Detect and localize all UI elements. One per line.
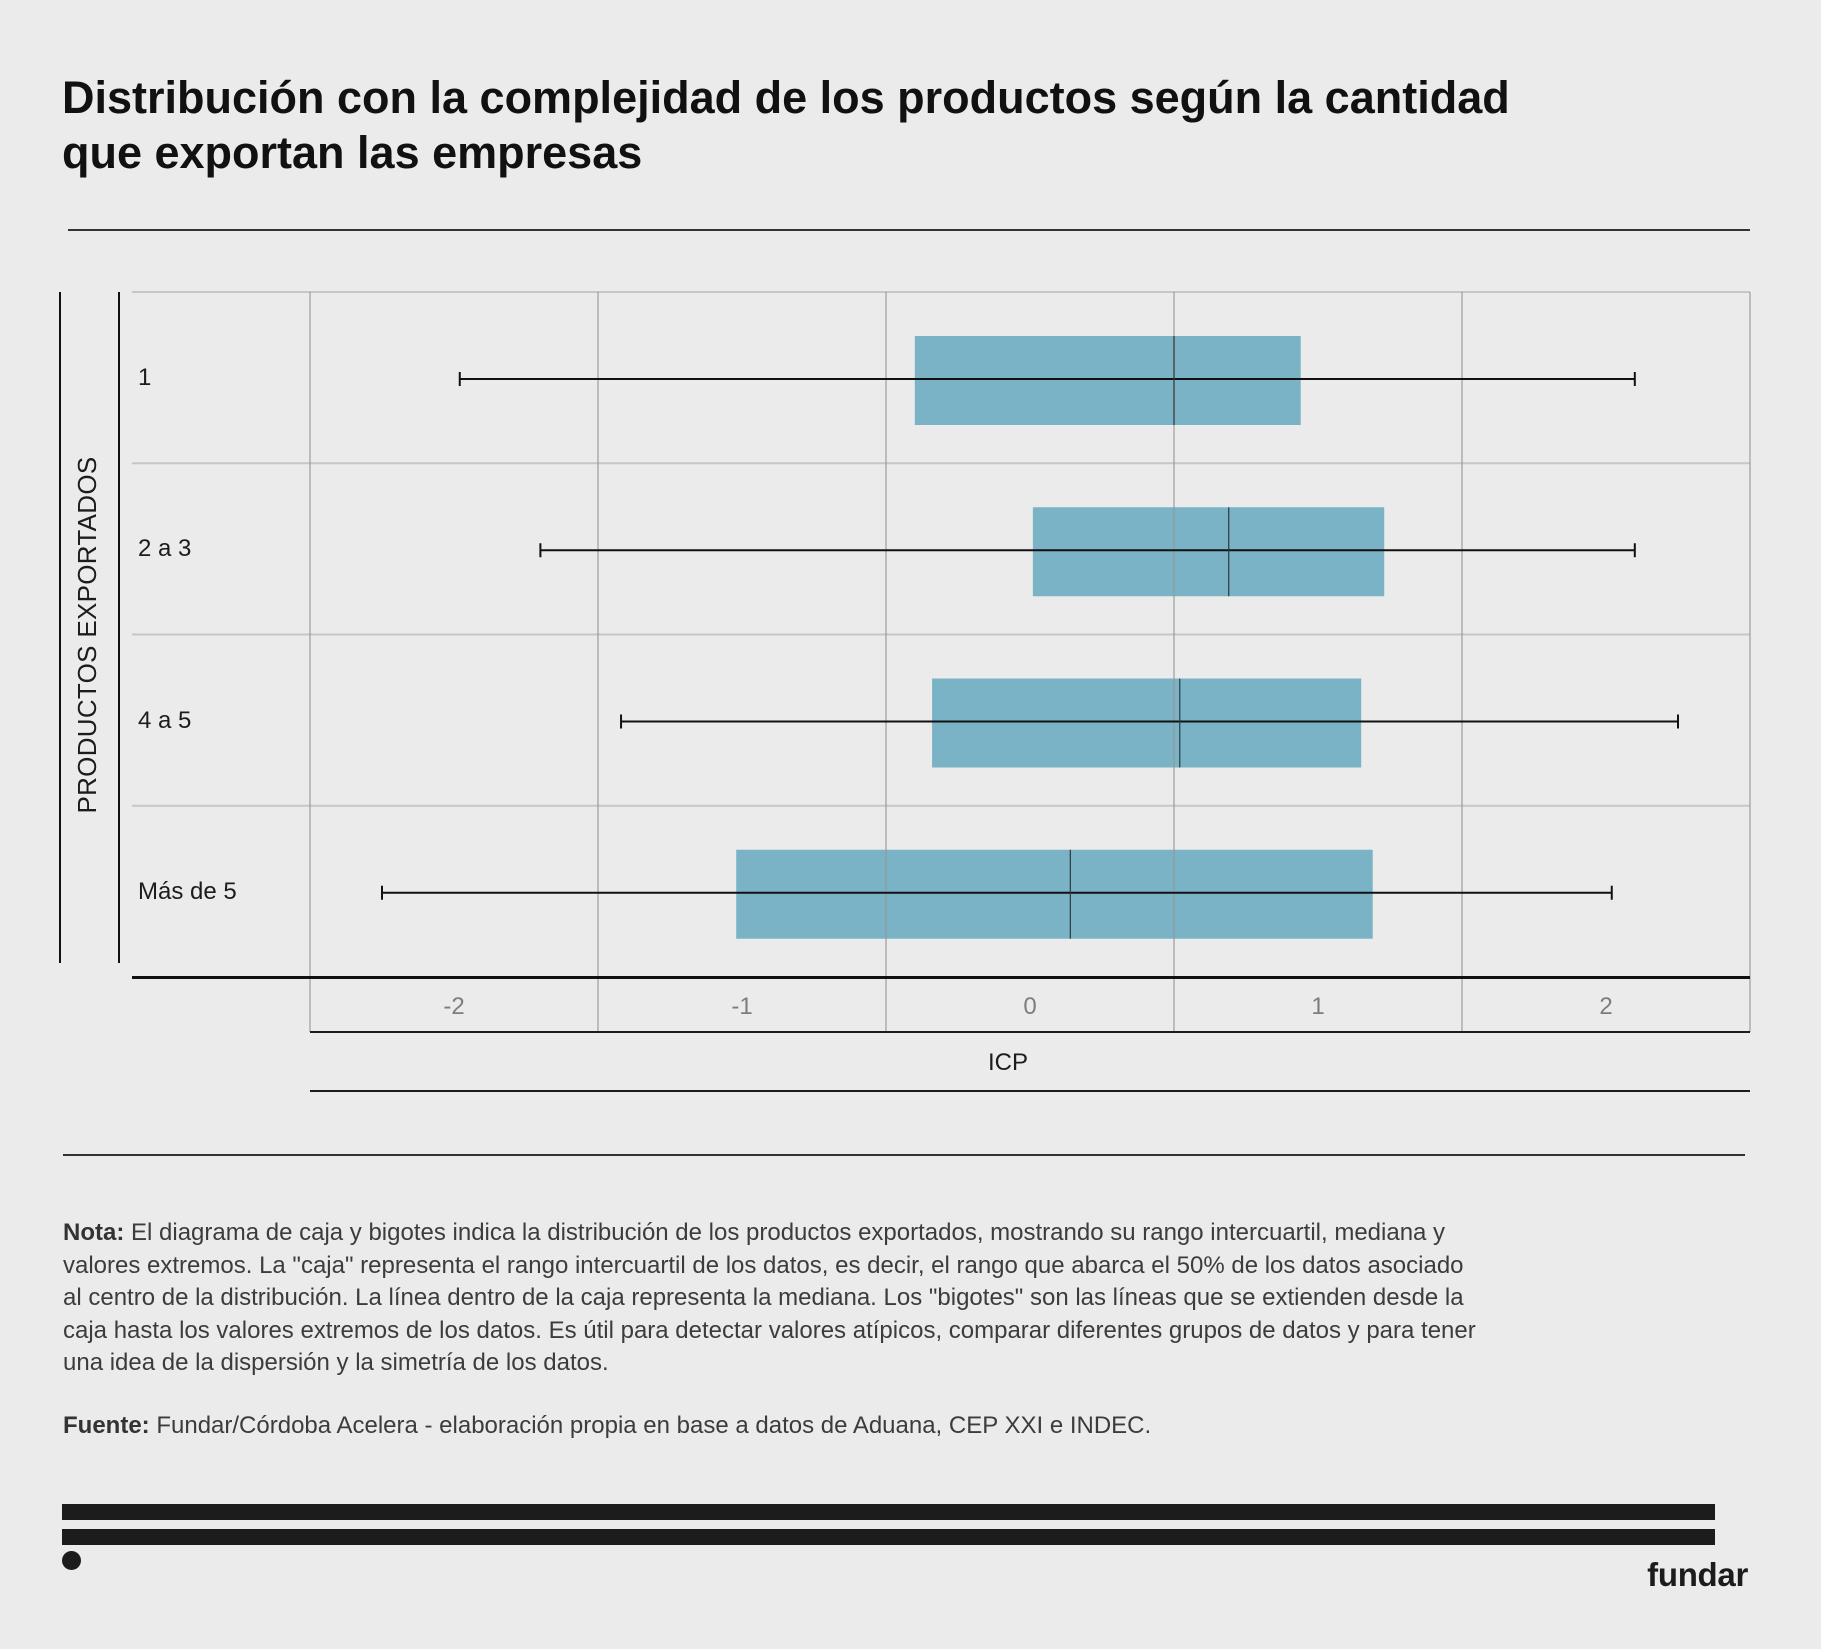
x-tick-label: -2 bbox=[443, 993, 465, 1020]
chart-title: Distribución con la complejidad de los p… bbox=[62, 70, 1510, 180]
iqr-box bbox=[1032, 507, 1385, 597]
y-axis-inner-line bbox=[118, 292, 120, 963]
note-line-2: valores extremos. La "caja" representa e… bbox=[63, 1251, 1464, 1279]
footer-bar-bottom bbox=[62, 1529, 1715, 1545]
y-axis-outer-line bbox=[59, 292, 61, 963]
category-label: 4 a 5 bbox=[138, 706, 192, 734]
note-line-4: caja hasta los valores extremos de los d… bbox=[63, 1316, 1476, 1344]
x-title-underline bbox=[310, 1090, 1750, 1092]
chart-title-line-2: que exportan las empresas bbox=[62, 127, 643, 178]
x-axis-title: ICP bbox=[987, 1049, 1028, 1076]
x-axis-line bbox=[132, 976, 1750, 979]
category-label: Más de 5 bbox=[138, 877, 237, 905]
x-tick-label: 0 bbox=[1023, 993, 1037, 1020]
category-label: 1 bbox=[138, 364, 152, 391]
title-divider bbox=[68, 229, 1750, 231]
y-axis-title: PRODUCTOS EXPORTADOS bbox=[72, 456, 102, 814]
chart-bottom-divider bbox=[63, 1154, 1745, 1156]
note-text: El diagrama de caja y bigotes indica la … bbox=[131, 1219, 1446, 1246]
fundar-logo: fundar bbox=[1647, 1556, 1748, 1593]
note-line-1: Nota: El diagrama de caja y bigotes indi… bbox=[63, 1217, 1476, 1250]
chart-note: Nota: El diagrama de caja y bigotes indi… bbox=[63, 1217, 1476, 1380]
note-line-5: una idea de la dispersión y la simetría … bbox=[63, 1349, 609, 1376]
footer-dot-icon bbox=[62, 1551, 81, 1570]
note-label: Nota: bbox=[63, 1219, 125, 1246]
footer-bar-top bbox=[62, 1504, 1715, 1520]
iqr-box bbox=[914, 336, 1301, 425]
x-tick-label: 2 bbox=[1599, 993, 1613, 1020]
x-tick-label: -1 bbox=[731, 993, 753, 1020]
chart-source: Fuente: Fundar/Córdoba Acelera - elabora… bbox=[63, 1410, 1151, 1443]
x-tick-baseline bbox=[310, 1031, 1750, 1033]
iqr-box bbox=[736, 849, 1373, 939]
chart-title-line-1: Distribución con la complejidad de los p… bbox=[62, 72, 1510, 123]
category-label: 2 a 3 bbox=[138, 535, 192, 563]
iqr-box bbox=[932, 678, 1362, 768]
source-label: Fuente: bbox=[63, 1412, 150, 1439]
source-text: Fundar/Córdoba Acelera - elaboración pro… bbox=[156, 1412, 1152, 1439]
x-tick-label: 1 bbox=[1311, 993, 1325, 1020]
note-line-3: al centro de la distribución. La línea d… bbox=[63, 1284, 1464, 1311]
